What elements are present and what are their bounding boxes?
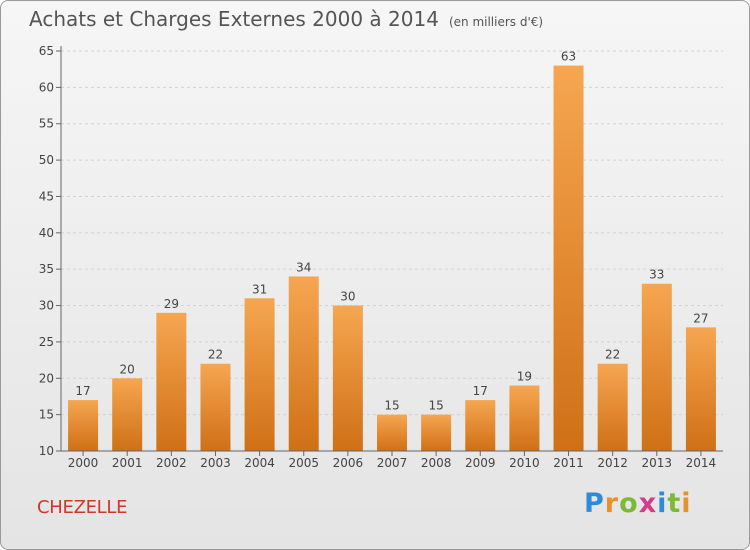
bar-2005 xyxy=(288,276,319,451)
x-tick-label: 2008 xyxy=(421,456,452,470)
x-tick-label: 2001 xyxy=(112,456,143,470)
bar-2002 xyxy=(156,312,187,451)
proxiti-logo: Proxiti xyxy=(584,488,692,519)
data-label: 22 xyxy=(208,348,223,362)
logo-letter: o xyxy=(619,488,639,519)
x-tick-label: 2013 xyxy=(642,456,673,470)
bar-2006 xyxy=(332,305,363,451)
y-tick-label: 20 xyxy=(39,371,54,385)
x-tick-label: 2004 xyxy=(244,456,275,470)
x-tick-label: 2002 xyxy=(156,456,187,470)
x-tick-label: 2000 xyxy=(68,456,99,470)
bar-2010 xyxy=(509,385,540,451)
y-tick-label: 45 xyxy=(39,189,54,203)
bar-2008 xyxy=(421,414,452,451)
data-label: 22 xyxy=(605,348,620,362)
y-tick-label: 60 xyxy=(39,80,54,94)
logo-letter: r xyxy=(604,488,620,519)
data-label: 27 xyxy=(693,311,708,325)
data-label: 29 xyxy=(164,297,179,311)
data-label: 19 xyxy=(517,370,532,384)
bar-2007 xyxy=(377,414,407,451)
data-label: 31 xyxy=(252,282,267,296)
bar-2013 xyxy=(641,283,672,451)
data-label: 63 xyxy=(561,50,576,64)
y-tick-label: 65 xyxy=(39,44,54,58)
data-label: 15 xyxy=(428,399,443,413)
y-tick-label: 35 xyxy=(39,262,54,276)
x-tick-label: 2012 xyxy=(597,456,628,470)
data-label: 30 xyxy=(340,290,355,304)
x-tick-label: 2006 xyxy=(333,456,364,470)
y-tick-label: 15 xyxy=(39,408,54,422)
bar-2014 xyxy=(685,327,716,451)
data-label: 34 xyxy=(296,260,311,274)
logo-letter: i xyxy=(657,488,668,519)
y-tick-label: 25 xyxy=(39,335,54,349)
bar-2000 xyxy=(68,400,99,451)
x-tick-label: 2003 xyxy=(200,456,231,470)
bar-2009 xyxy=(465,400,496,451)
y-tick-label: 10 xyxy=(39,444,54,458)
y-tick-label: 55 xyxy=(39,117,54,131)
logo-letter: t xyxy=(667,488,682,519)
x-tick-label: 2009 xyxy=(465,456,496,470)
data-label: 17 xyxy=(473,384,488,398)
x-tick-label: 2005 xyxy=(288,456,319,470)
bars-group xyxy=(68,65,716,451)
y-tick-label: 40 xyxy=(39,226,54,240)
bar-2012 xyxy=(597,363,628,451)
bar-2011 xyxy=(553,65,584,451)
x-tick-label: 2007 xyxy=(377,456,408,470)
axes-group: 10 15 20 25 30 35 40 45 50 55 60 65 2000 2001 2002 2003… xyxy=(39,44,723,470)
x-tick-label: 2010 xyxy=(509,456,540,470)
chart-title-text: Achats et Charges Externes 2000 à 2014 xyxy=(29,7,439,31)
commune-name: CHEZELLE xyxy=(37,497,128,518)
logo-letter: x xyxy=(638,488,658,519)
data-label: 20 xyxy=(120,362,135,376)
labels-group: 17 20 29 22 31 34 30 15 15 17 19 63 22 33 27 xyxy=(75,50,708,413)
chart-title: Achats et Charges Externes 2000 à 2014 (e… xyxy=(29,7,543,31)
bar-2003 xyxy=(200,363,231,451)
data-label: 15 xyxy=(384,399,399,413)
x-tick-label: 2011 xyxy=(553,456,584,470)
y-tick-label: 50 xyxy=(39,153,54,167)
data-label: 33 xyxy=(649,268,664,282)
data-label: 17 xyxy=(75,384,90,398)
bar-2001 xyxy=(112,378,143,451)
y-tick-label: 30 xyxy=(39,299,54,313)
x-tick-label: 2014 xyxy=(686,456,717,470)
chart-subtitle: (en milliers d'€) xyxy=(448,15,544,29)
logo-letter: i xyxy=(681,488,692,519)
bar-2004 xyxy=(244,298,275,451)
logo-letter: P xyxy=(584,488,605,519)
